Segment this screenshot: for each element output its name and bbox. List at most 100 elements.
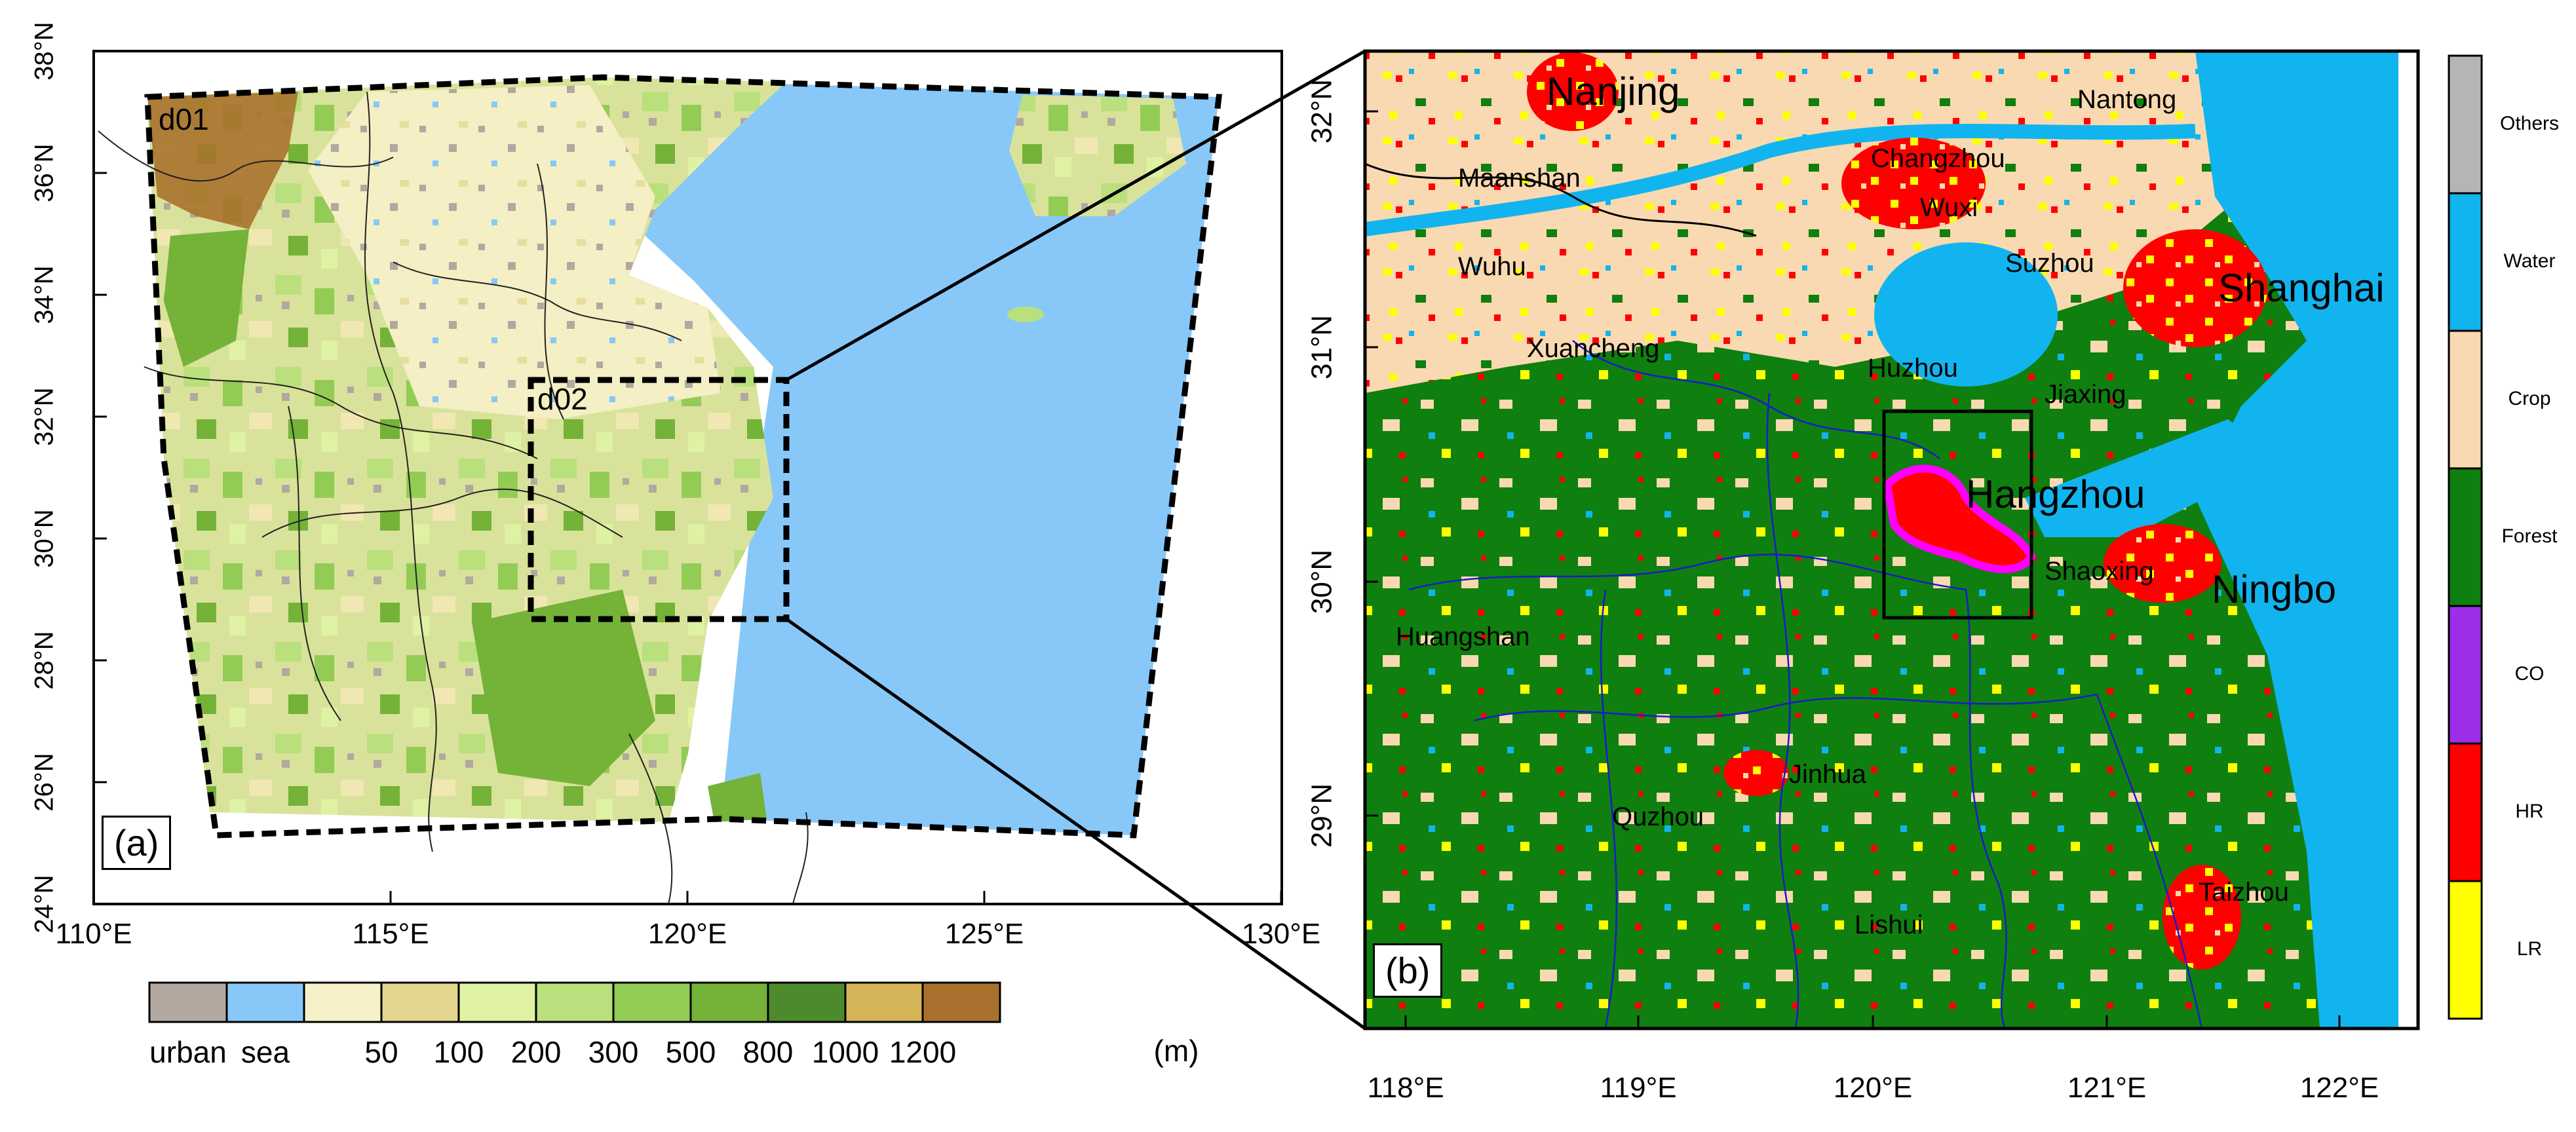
urban-patch xyxy=(1723,750,1789,796)
colorbar-swatch xyxy=(612,981,692,1023)
land-use-swatch xyxy=(2448,192,2483,332)
colorbar-swatch xyxy=(225,981,305,1023)
elevation-colorbar: urban sea 50 100 200 300 500 800 1000 1200 xyxy=(148,981,1001,1069)
lon-tick-label: 115°E xyxy=(352,918,429,950)
land-use-label: HR xyxy=(2515,801,2543,822)
city-label: Jiaxing xyxy=(2045,380,2126,409)
terrain-field xyxy=(94,51,1282,904)
city-label: Maanshan xyxy=(1458,164,1581,193)
land-use-label: Water xyxy=(2504,250,2556,272)
land-use-swatch xyxy=(2448,54,2483,195)
elevation-unit-label: (m) xyxy=(1154,1034,1199,1068)
lon-tick-label: 130°E xyxy=(1242,918,1320,950)
colorbar-swatch xyxy=(844,981,924,1023)
d01-label: d01 xyxy=(159,102,209,136)
city-label: Jinhua xyxy=(1789,760,1867,789)
lon-tick-label: 110°E xyxy=(55,918,132,950)
land-use-swatch xyxy=(2448,467,2483,607)
city-label: Nantong xyxy=(2077,85,2176,114)
east-sea xyxy=(2195,51,2398,1028)
lat-tick-label: 24°N xyxy=(30,875,59,933)
colorbar-swatch xyxy=(689,981,769,1023)
city-label: Lishui xyxy=(1855,911,1923,939)
city-label: Huzhou xyxy=(1868,354,1958,383)
panel-b-lat-axis: 32°N 31°N 30°N 29°N xyxy=(1306,79,1378,848)
lat-tick-label: 32°N xyxy=(1306,79,1338,143)
lat-tick-label: 36°N xyxy=(30,143,59,202)
lon-tick-label: 118°E xyxy=(1367,1072,1444,1104)
lon-tick-label: 120°E xyxy=(1834,1072,1912,1104)
lat-tick-label: 32°N xyxy=(30,387,59,445)
city-label: Nanjing xyxy=(1547,69,1680,113)
urban-patch xyxy=(2163,865,2241,970)
yangtze-river xyxy=(1365,124,2196,236)
land-use-label: Forest xyxy=(2501,525,2558,547)
panel-a-lat-axis: 38°N 36°N 34°N 32°N 30°N 28°N 26°N 24°N xyxy=(30,22,107,934)
zoom-connector-bottom xyxy=(785,617,1366,1030)
colorbar-label: 1000 xyxy=(812,1035,879,1069)
land-use-label: CO xyxy=(2515,663,2545,685)
land-use-label: Crop xyxy=(2508,388,2550,409)
lon-tick-label: 121°E xyxy=(2067,1072,2146,1104)
colorbar-label: urban xyxy=(149,1035,227,1069)
colorbar-label: 50 xyxy=(364,1035,398,1069)
lon-tick-label: 122°E xyxy=(2300,1072,2379,1104)
panel-b-lon-axis: 118°E 119°E 120°E 121°E 122°E xyxy=(1367,1015,2379,1104)
colorbar-label: 1200 xyxy=(889,1035,956,1069)
colorbar-swatch xyxy=(535,981,615,1023)
city-label: Quzhou xyxy=(1612,802,1704,831)
city-label: Hangzhou xyxy=(1966,472,2145,516)
domain-d01-outline xyxy=(144,74,1223,839)
lat-tick-label: 34°N xyxy=(30,265,59,324)
city-label: Wuhu xyxy=(1458,252,1526,281)
colorbar-swatch xyxy=(767,981,847,1023)
urban-patch xyxy=(1841,138,1986,229)
city-label: Xuancheng xyxy=(1527,334,1659,363)
city-label: Shanghai xyxy=(2218,266,2385,310)
lat-tick-label: 30°N xyxy=(1306,550,1338,614)
lat-tick-label: 38°N xyxy=(30,22,59,80)
city-labels: Nanjing Nantong Maanshan Changzhou Wuxi Wuhu S… xyxy=(1396,69,2385,939)
taihu-lake xyxy=(1874,242,2058,387)
land-use-swatch xyxy=(2448,880,2483,1020)
colorbar-label: sea xyxy=(241,1035,290,1069)
land-use-colorbar: Others Water Crop Forest CO HR LR xyxy=(2448,54,2559,1020)
land-use-swatch xyxy=(2448,742,2483,882)
lon-tick-label: 125°E xyxy=(945,918,1024,950)
urban-patch xyxy=(2104,524,2221,603)
city-label: Wuxi xyxy=(1920,193,1978,222)
hangzhou-zoom-box xyxy=(1882,409,2033,620)
lat-tick-label: 29°N xyxy=(1306,783,1338,848)
colorbar-swatch xyxy=(921,981,1001,1023)
land-use-label: Others xyxy=(2500,113,2559,134)
domain-d02-outline xyxy=(528,377,790,622)
colorbar-label: 500 xyxy=(666,1035,716,1069)
colorbar-swatch xyxy=(457,981,537,1023)
city-label: Shaoxing xyxy=(2045,557,2154,586)
colorbar-swatch xyxy=(380,981,460,1023)
hangzhou-bay xyxy=(2025,419,2280,537)
hangzhou-city-outline xyxy=(1883,464,2036,573)
mountain-area xyxy=(147,92,298,229)
land-use-label: LR xyxy=(2517,938,2542,960)
mountain-area xyxy=(164,229,249,367)
lat-tick-label: 26°N xyxy=(30,753,59,811)
colorbar-swatch xyxy=(303,981,383,1023)
plain-area xyxy=(308,85,721,419)
panel-a-lon-axis: 110°E 115°E 120°E 125°E 130°E xyxy=(55,891,1320,950)
island xyxy=(1007,307,1044,322)
colorbar-label: 300 xyxy=(588,1035,639,1069)
mountain-area xyxy=(472,590,655,786)
colorbar-label: 800 xyxy=(743,1035,794,1069)
panel-b-label: (b) xyxy=(1373,943,1443,998)
urban-patch xyxy=(1527,52,1619,131)
lat-tick-label: 31°N xyxy=(1306,315,1338,379)
city-label: Ningbo xyxy=(2212,567,2336,611)
city-label: Taizhou xyxy=(2199,878,2289,907)
d02-label: d02 xyxy=(537,382,588,416)
sea-area xyxy=(603,79,1219,835)
city-label: Suzhou xyxy=(2005,249,2094,278)
lat-tick-label: 30°N xyxy=(30,509,59,567)
land-use-field xyxy=(1365,51,2418,1028)
